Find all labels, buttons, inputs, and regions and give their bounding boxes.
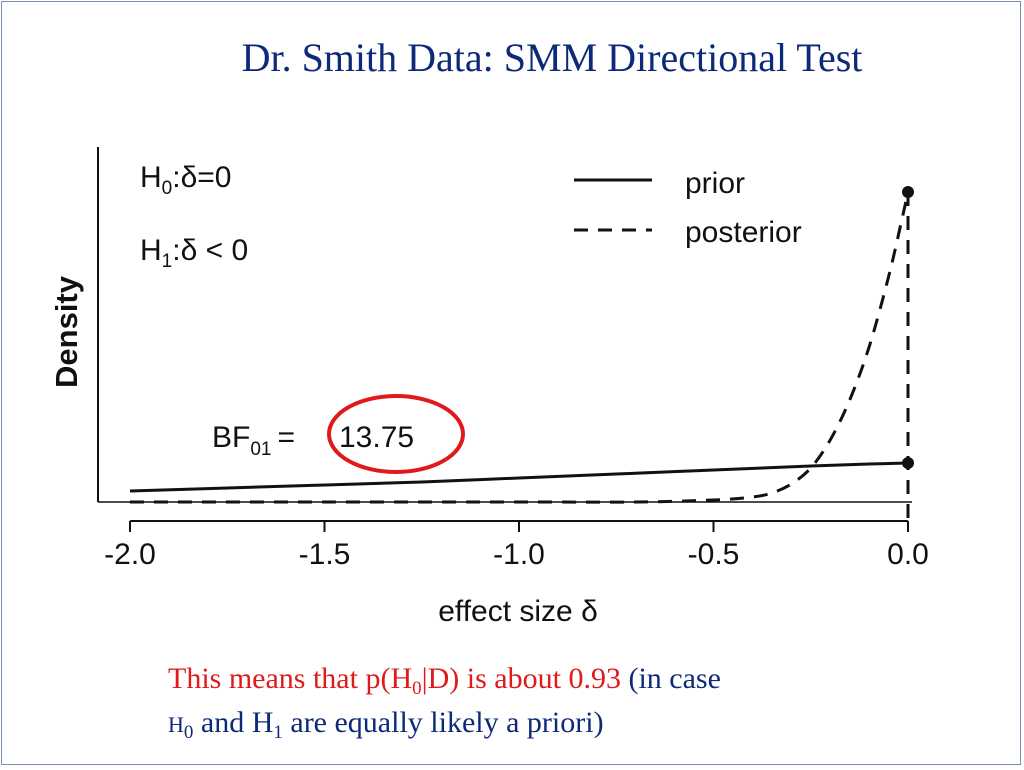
note-navy-text: (in case — [620, 662, 721, 695]
bf-highlight-circle — [327, 394, 465, 474]
x-tick-label: 0.0 — [887, 538, 929, 571]
bf-label: BF01 = — [212, 421, 295, 460]
x-axis-label: effect size δ — [438, 595, 598, 628]
x-tick-label: -0.5 — [688, 538, 740, 571]
note-red-text: This means that p(H0|D) is about 0.93 — [168, 662, 621, 699]
interpretation-note: This means that p(H0|D) is about 0.93 (i… — [168, 657, 721, 747]
slide-title: Dr. Smith Data: SMM Directional Test — [241, 35, 863, 80]
point-markers — [902, 186, 914, 469]
x-tick-label: -1.0 — [493, 538, 545, 571]
x-ticks: -2.0 -1.5 -1.0 -0.5 0.0 — [104, 521, 929, 571]
point-marker-prior — [902, 457, 914, 469]
h0-label: H0:δ=0 — [140, 161, 232, 199]
note-line-2: H0 and H1 are equally likely a priori) — [168, 706, 604, 743]
point-marker-posterior — [902, 186, 914, 198]
note-line-1: This means that p(H0|D) is about 0.93 (i… — [168, 657, 721, 701]
legend-prior-label: prior — [685, 167, 745, 200]
bf-value: 13.75 — [339, 421, 414, 454]
x-tick-label: -1.5 — [299, 538, 351, 571]
y-axis-label: Density — [49, 275, 84, 388]
x-tick-label: -2.0 — [104, 538, 156, 571]
series-prior-line — [129, 461, 909, 493]
legend-posterior-label: posterior — [685, 216, 802, 249]
h1-label: H1:δ < 0 — [140, 234, 248, 272]
